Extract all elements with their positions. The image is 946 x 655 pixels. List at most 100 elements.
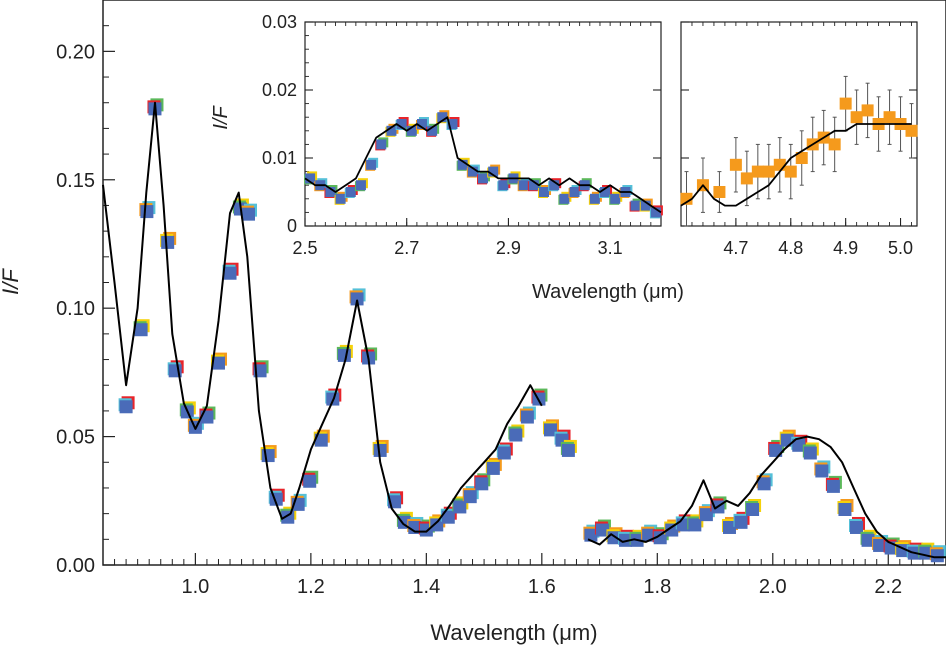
inset2-data-point <box>861 104 874 117</box>
inset2-data-point <box>839 97 852 110</box>
inset1-x-tick-label: 2.9 <box>496 238 521 258</box>
data-point <box>826 479 840 493</box>
data-point <box>653 531 667 545</box>
data-point <box>757 477 771 491</box>
inset1-data-point <box>416 119 427 129</box>
data-point <box>261 449 275 463</box>
inset2-data-point <box>713 186 726 198</box>
inset1-data-point <box>498 180 509 191</box>
inset1-data-point <box>610 193 621 204</box>
data-point <box>430 518 444 532</box>
data-point <box>242 207 256 221</box>
inset2-data-point <box>680 192 693 205</box>
inset2-data-point <box>773 158 786 171</box>
inset2-model-line <box>680 123 912 207</box>
data-point <box>453 500 467 514</box>
inset1-y-tick-label: 0.02 <box>262 80 297 100</box>
inset1-model-line <box>304 116 662 214</box>
data-point <box>792 438 806 452</box>
inset1-y-tick-label: 0 <box>287 216 297 236</box>
data-point <box>161 235 175 249</box>
data-point <box>509 428 523 442</box>
inset2-x-tick-label: 4.9 <box>833 238 858 258</box>
data-point <box>543 423 557 437</box>
data-point <box>815 464 829 478</box>
main-x-tick-label: 1.8 <box>643 576 671 598</box>
inset1-x-tick-label: 3.1 <box>598 238 623 258</box>
data-point <box>699 508 713 522</box>
inset1-data-point <box>549 180 560 191</box>
data-point <box>314 433 328 447</box>
data-point <box>475 477 489 491</box>
data-point <box>140 205 154 219</box>
data-point <box>746 503 760 516</box>
inset1-data-point <box>640 200 651 211</box>
data-point <box>665 523 679 537</box>
data-point <box>223 266 237 280</box>
inset1-data-point <box>528 180 539 191</box>
main-y-tick-label: 0.20 <box>56 41 95 63</box>
main-axis-ticks: 1.0 1.2 1.4 1.6 1.8 2.0 2.2 0.00 0.05 0.10 0.15 0.2… <box>56 25 935 598</box>
inset1-y-tick-label: 0.01 <box>262 148 297 168</box>
main-x-tick-label: 1.2 <box>297 576 325 598</box>
data-point <box>734 515 748 529</box>
inset1-y-axis-label: I/F <box>210 105 232 130</box>
inset1-data-point <box>630 200 641 211</box>
inset2-data-point <box>795 152 808 164</box>
inset1-data-point <box>355 180 366 191</box>
inset2-data-point <box>883 111 896 124</box>
main-y-tick-label: 0.15 <box>56 170 95 192</box>
main-y-axis-label: I/F <box>0 268 23 295</box>
main-y-tick-label: 0.00 <box>56 555 95 577</box>
inset1-data-point <box>396 119 407 129</box>
main-x-tick-label: 1.6 <box>528 576 556 598</box>
data-point <box>497 446 511 460</box>
inset1-data-point <box>478 173 488 184</box>
inset1-y-tick-label: 0.03 <box>262 12 297 32</box>
inset1-x-tick-label: 2.7 <box>394 238 419 258</box>
inset1-data-point <box>406 125 417 136</box>
data-point <box>350 292 364 306</box>
data-point <box>769 443 783 457</box>
inset2-data-point <box>729 158 742 171</box>
inset2-x-tick-label: 4.7 <box>723 238 748 258</box>
data-point <box>520 410 534 424</box>
inset1-axis-ticks: 2.5 2.7 2.9 3.1 0 0.01 0.02 0.03 <box>262 12 661 258</box>
inset1-data-point <box>650 207 661 218</box>
main-model-curve <box>102 101 946 559</box>
inset2-data-point <box>828 138 841 151</box>
data-point <box>803 446 817 460</box>
data-point <box>134 323 148 337</box>
inset1-data-point <box>305 173 316 184</box>
inset1-data-point <box>600 187 611 197</box>
main-x-tick-label: 1.0 <box>181 576 209 598</box>
inset1-data-point <box>518 180 529 191</box>
data-point <box>119 400 133 414</box>
data-point <box>595 523 609 537</box>
inset2-data-point <box>850 111 863 124</box>
main-y-tick-label: 0.05 <box>56 427 95 449</box>
data-point <box>584 528 598 542</box>
data-point <box>373 443 387 457</box>
inset1-model-curve <box>304 116 662 214</box>
inset1-data-point <box>559 193 570 204</box>
inset1-x-tick-label: 2.5 <box>292 238 317 258</box>
inset1-data-point <box>488 166 499 177</box>
inset1-data-point <box>539 187 550 197</box>
main-y-tick-label: 0.10 <box>56 298 95 320</box>
inset2-axis-ticks: 4.7 4.8 4.9 5.0 <box>681 21 917 258</box>
inset1-data-point <box>427 125 438 136</box>
data-point <box>441 510 455 524</box>
data-point <box>722 520 736 534</box>
data-point <box>463 490 477 504</box>
inset1-data-point <box>386 125 397 136</box>
inset2-data-point <box>784 165 797 178</box>
inset1-data-point <box>467 166 478 177</box>
inset1-data-point <box>366 159 377 170</box>
inset2-model-curve <box>680 123 912 207</box>
inset1-data-point <box>457 159 468 170</box>
inset2-data-point <box>762 165 775 178</box>
main-x-tick-label: 2.2 <box>874 576 902 598</box>
inset2-data-point <box>905 124 918 137</box>
